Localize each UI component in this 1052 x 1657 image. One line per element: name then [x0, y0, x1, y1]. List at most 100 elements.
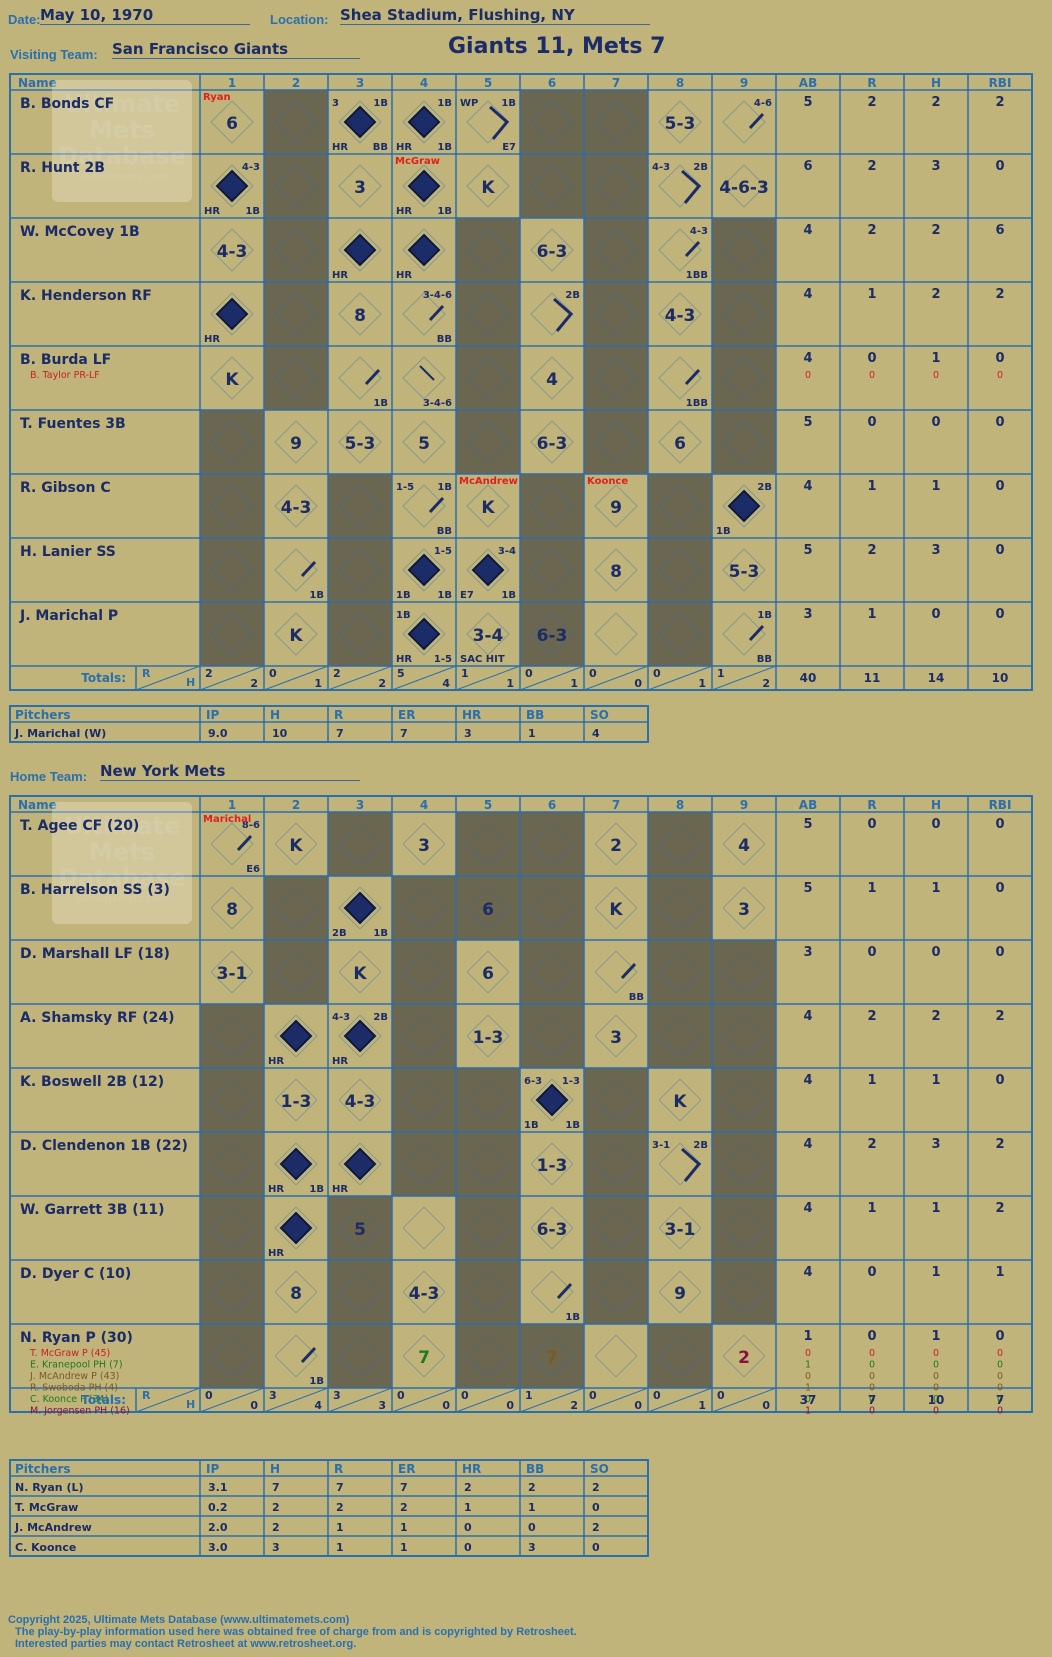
play-note: 2B — [693, 162, 708, 173]
pitcher-stat: 1 — [464, 1501, 472, 1514]
run-scored-diamond — [343, 1019, 377, 1053]
player-stat: 0 — [995, 351, 1004, 366]
play-result: 3-4 — [473, 626, 504, 646]
team-total: 10 — [928, 1393, 945, 1407]
base-diamond — [722, 292, 766, 336]
inning-hits: 1 — [698, 1399, 706, 1412]
header-inning-3: 3 — [356, 76, 364, 90]
player-stat: 2 — [995, 1137, 1004, 1152]
base-diamond — [530, 548, 574, 592]
play-note: BB — [437, 334, 452, 345]
player-stat: 5 — [803, 415, 812, 430]
play-result: 8 — [290, 1284, 302, 1304]
base-diamond — [722, 1206, 766, 1250]
pitching-header-h: H — [270, 1462, 280, 1476]
retrosheet-notice: The play-by-play information used here w… — [15, 1626, 577, 1638]
base-diamond — [210, 356, 254, 400]
base-diamond — [530, 356, 574, 400]
base-path — [364, 368, 381, 386]
player-stat: 4 — [803, 1201, 812, 1216]
player-stat: 1 — [931, 1265, 940, 1280]
play-note: 3 — [332, 98, 339, 109]
inning-hits: 0 — [442, 1399, 450, 1412]
player-stat: 1 — [995, 1265, 1004, 1280]
player-stat: 2 — [931, 287, 940, 302]
inning-runs: 1 — [525, 1389, 533, 1402]
retrosheet-contact: Interested parties may contact Retroshee… — [15, 1638, 357, 1650]
header-inning-6: 6 — [548, 798, 556, 812]
play-note: 1B — [309, 1184, 324, 1195]
base-diamond — [338, 1270, 382, 1314]
player-stat: 1 — [931, 479, 940, 494]
pitcher-stat: 0.2 — [208, 1501, 228, 1514]
home-team-name: New York Mets — [100, 762, 360, 781]
pitcher-stat: 1 — [400, 1541, 408, 1554]
team-total: 10 — [992, 671, 1009, 685]
base-diamond — [594, 484, 638, 528]
base-diamond — [210, 292, 254, 336]
player-stat: 3 — [803, 607, 812, 622]
player-stat: 0 — [995, 817, 1004, 832]
base-diamond — [210, 1270, 254, 1314]
base-diamond — [210, 1334, 254, 1378]
play-note: HR — [396, 206, 412, 217]
base-diamond — [722, 1014, 766, 1058]
play-note: 1B — [373, 928, 388, 939]
base-diamond — [594, 164, 638, 208]
play-note: 1B — [373, 398, 388, 409]
play-result: 6-3 — [537, 242, 568, 262]
pitching-header-pitchers: Pitchers — [15, 708, 71, 722]
play-note: 1B — [565, 1312, 580, 1323]
sub-stat: 0 — [805, 1394, 811, 1405]
base-diamond — [338, 100, 382, 144]
play-note: 1-3 — [562, 1076, 580, 1087]
play-result: 1-3 — [281, 1092, 312, 1112]
play-note: 1B — [524, 1120, 539, 1131]
base-diamond — [722, 1334, 766, 1378]
base-diamond — [402, 950, 446, 994]
visiting-team-label: Visiting Team: — [10, 47, 98, 62]
sub-stat: 0 — [997, 1371, 1003, 1382]
totals-r-letter: R — [142, 667, 151, 680]
base-diamond — [274, 292, 318, 336]
sub-name: T. McGraw P (45) — [29, 1348, 110, 1359]
play-result: 4-6-3 — [719, 178, 769, 198]
sub-stat: 0 — [933, 1348, 939, 1359]
base-diamond — [338, 1014, 382, 1058]
player-stat: 2 — [931, 1009, 940, 1024]
play-note: HR — [332, 142, 348, 153]
base-path — [236, 834, 253, 852]
play-note: BB — [437, 526, 452, 537]
player-stat: 4 — [803, 1265, 812, 1280]
base-diamond — [274, 164, 318, 208]
pitcher-stat: 7 — [400, 1481, 408, 1494]
base-diamond — [338, 612, 382, 656]
base-diamond — [658, 1270, 702, 1314]
base-diamond — [274, 100, 318, 144]
play-note: BB — [373, 142, 388, 153]
base-diamond — [338, 822, 382, 866]
play-result: 4 — [546, 370, 558, 390]
play-note: 1-5 — [434, 546, 452, 557]
player-stat: 0 — [995, 881, 1004, 896]
sub-name: J. McAndrew P (43) — [29, 1371, 119, 1382]
header-h: H — [931, 76, 941, 90]
base-diamond — [594, 886, 638, 930]
play-result: 6 — [674, 434, 686, 454]
base-diamond — [274, 356, 318, 400]
base-diamond — [594, 548, 638, 592]
player-stat: 2 — [995, 1201, 1004, 1216]
header-inning-4: 4 — [420, 798, 428, 812]
play-note: HR — [204, 206, 220, 217]
header-inning-9: 9 — [740, 76, 748, 90]
inning-hits: 0 — [250, 1399, 258, 1412]
base-diamond — [210, 1014, 254, 1058]
totals-divider — [711, 1387, 777, 1413]
pitcher-stat: 7 — [336, 1481, 344, 1494]
base-diamond — [594, 356, 638, 400]
player-stat: 0 — [995, 607, 1004, 622]
inning-hits: 0 — [634, 1399, 642, 1412]
inning-runs: 1 — [717, 667, 725, 680]
player-stat: 0 — [995, 1073, 1004, 1088]
